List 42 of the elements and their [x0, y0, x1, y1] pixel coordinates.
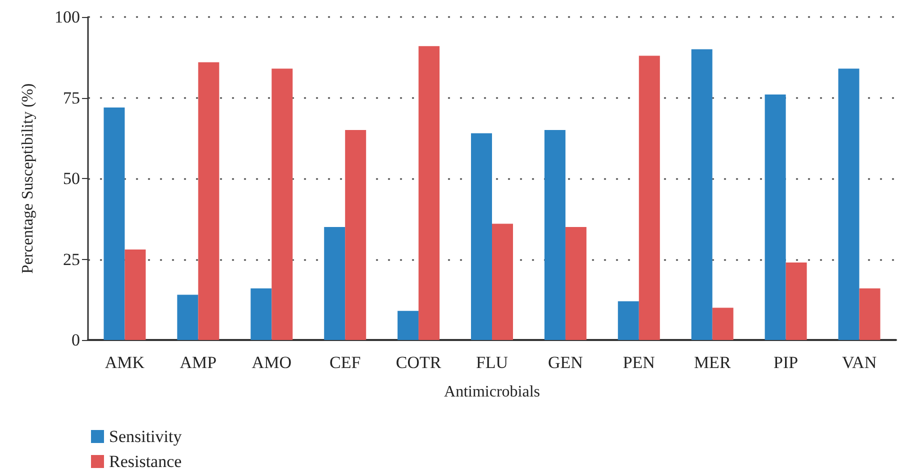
- bar: [124, 250, 146, 340]
- bar: [471, 133, 492, 340]
- bar: [272, 68, 293, 340]
- x-tick-label: AMO: [252, 353, 292, 372]
- bar: [104, 107, 125, 340]
- y-tick-label: 0: [72, 330, 80, 350]
- x-tick-label: CEF: [329, 353, 361, 372]
- bar: [398, 310, 419, 340]
- bar: [859, 288, 880, 340]
- bar: [345, 130, 366, 340]
- bar: [544, 130, 566, 340]
- bar: [764, 94, 786, 340]
- x-tick-label: VAN: [842, 353, 877, 372]
- legend-label: Resistance: [109, 452, 182, 471]
- x-tick-label: FLU: [476, 353, 508, 372]
- bar: [418, 46, 440, 340]
- x-tick-label: GEN: [548, 353, 583, 372]
- bar: [638, 56, 660, 340]
- bar: [250, 288, 272, 340]
- bar: [565, 226, 586, 340]
- y-tick-label: 25: [63, 250, 80, 269]
- x-tick-label: AMK: [104, 353, 146, 372]
- bar: [838, 68, 860, 340]
- bar: [691, 49, 712, 340]
- bar: [786, 262, 807, 340]
- x-tick-label: PEN: [622, 353, 655, 372]
- y-axis-title: Percentage Susceptibility (%): [20, 83, 36, 274]
- bar: [177, 294, 198, 340]
- bar: [324, 226, 346, 340]
- bar: [492, 224, 513, 340]
- x-axis-title: Antimicrobials: [444, 384, 540, 400]
- x-tick-label: AMP: [180, 353, 217, 372]
- legend-label: Sensitivity: [109, 427, 182, 446]
- y-tick-label: 100: [54, 8, 80, 26]
- bar: [198, 62, 220, 340]
- x-tick-label: COTR: [396, 353, 442, 372]
- x-tick-label: PIP: [774, 353, 798, 372]
- y-tick-label: 75: [63, 88, 80, 108]
- y-tick-label: 50: [63, 169, 80, 188]
- bar: [712, 308, 734, 340]
- bar: [618, 301, 639, 340]
- x-tick-label: MER: [694, 353, 732, 372]
